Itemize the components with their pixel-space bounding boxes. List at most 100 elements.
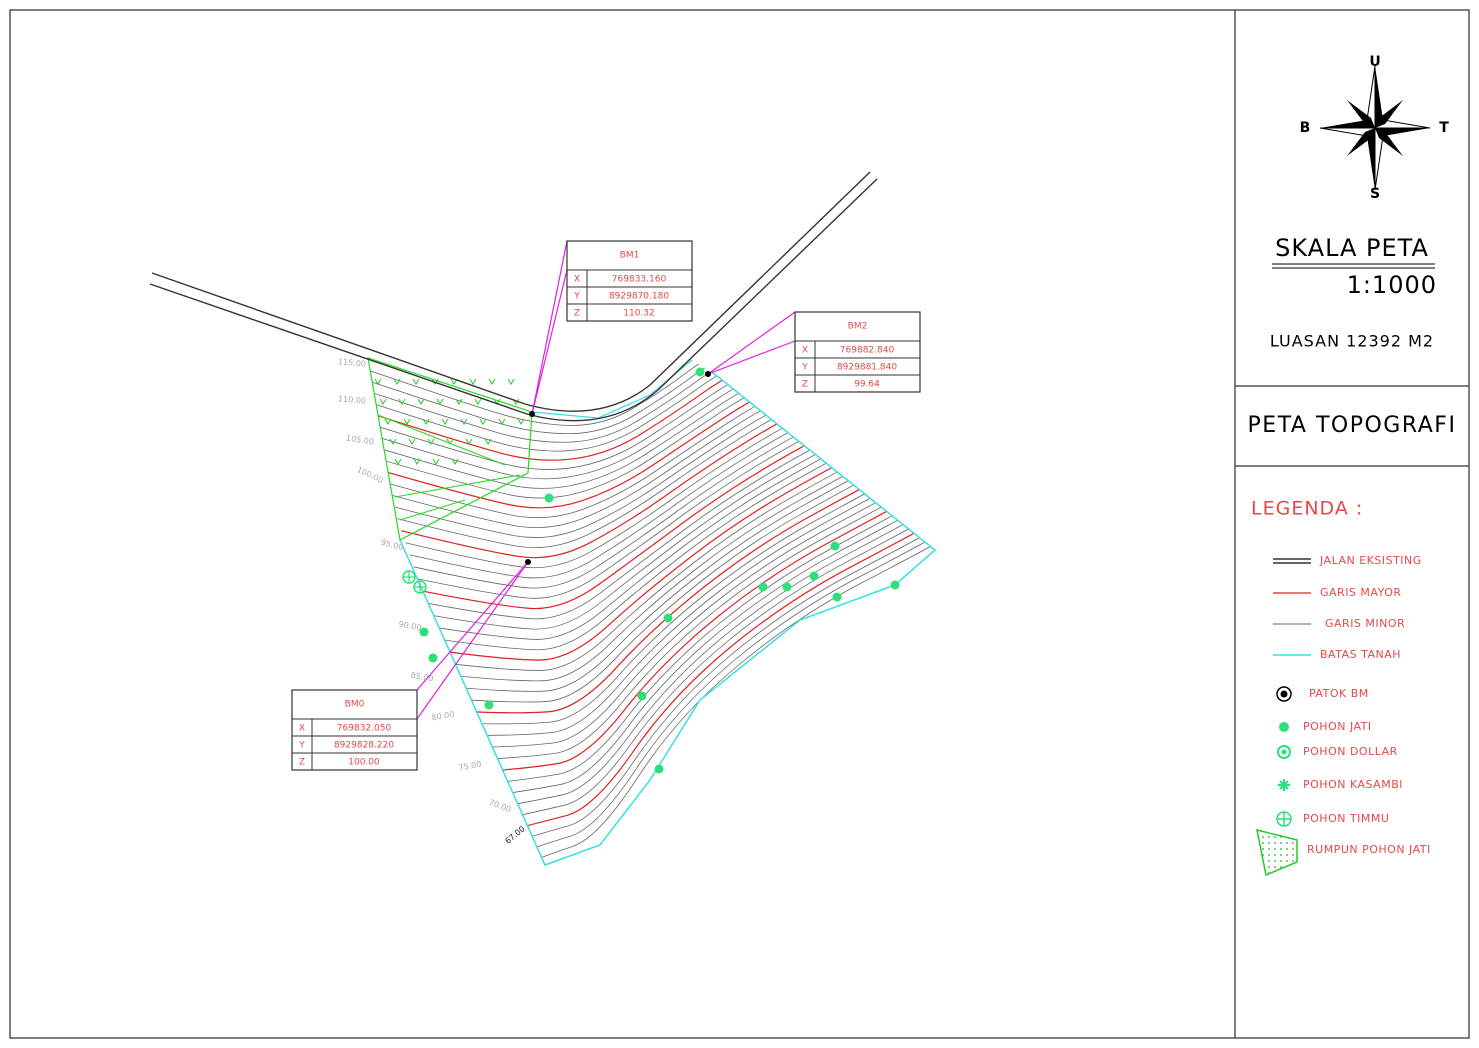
bm-marker xyxy=(705,371,711,377)
bm-table xyxy=(794,311,921,393)
minor-contour xyxy=(384,377,818,519)
compass-east: T xyxy=(1439,120,1449,136)
minor-contour xyxy=(393,385,829,538)
bm-axis: Z xyxy=(574,309,580,319)
rumpun-line xyxy=(399,499,466,521)
rumpun-mark xyxy=(384,418,392,425)
road-line xyxy=(149,178,878,422)
minor-contour xyxy=(495,493,935,809)
rumpun-mark xyxy=(431,378,439,385)
rumpun-mark xyxy=(517,418,525,425)
compass-south: S xyxy=(1370,186,1380,202)
legend-symbol xyxy=(1279,722,1289,732)
compass-arm xyxy=(1375,128,1403,156)
minor-contour xyxy=(388,381,823,528)
bm-table xyxy=(291,689,418,771)
bm-axis: Y xyxy=(801,363,808,373)
legend-label: POHON TIMMU xyxy=(1303,812,1389,825)
bm-value: 769833.160 xyxy=(612,275,667,285)
compass-arm xyxy=(1320,120,1375,128)
rumpun-mark xyxy=(398,398,406,405)
bm-axis: Z xyxy=(299,758,305,768)
rumpun-mark xyxy=(479,418,487,425)
minor-contour xyxy=(487,485,935,785)
minor-contour xyxy=(405,398,844,569)
leader-line xyxy=(707,340,796,375)
rumpun-mark xyxy=(451,458,459,465)
rumpun-mark xyxy=(374,378,382,385)
tree-symbol xyxy=(419,627,429,637)
legend-label: JALAN EKSISTING xyxy=(1319,554,1422,567)
tree-symbol xyxy=(832,592,842,602)
minor-contour xyxy=(368,358,776,443)
rumpun-mark xyxy=(412,378,420,385)
leader-line xyxy=(531,269,568,415)
tree-symbol xyxy=(428,653,438,663)
rumpun-mark xyxy=(446,438,454,445)
leader-line xyxy=(531,240,568,415)
legend-symbol xyxy=(1256,828,1298,877)
minor-contour xyxy=(474,472,933,748)
minor-contour xyxy=(397,390,834,548)
minor-contour xyxy=(454,450,907,692)
minor-contour xyxy=(479,476,935,760)
tree-symbol xyxy=(637,691,647,701)
bm-value: 8929828.220 xyxy=(334,741,394,751)
bm-name: BM2 xyxy=(848,322,868,332)
major-contour xyxy=(421,415,865,610)
benchmark-group: BM1 X 769833.160 Y 8929870.180 Z 110.32 BM2 X 769… xyxy=(291,240,921,771)
minor-contour xyxy=(466,463,923,725)
bm-value: 110.32 xyxy=(623,309,655,319)
minor-contour xyxy=(409,403,850,579)
contour-label: 85.00 xyxy=(410,671,434,684)
bm-value: 100.00 xyxy=(348,758,380,768)
compass-arm xyxy=(1375,128,1430,136)
bm-axis: Y xyxy=(573,292,580,302)
bm-table xyxy=(566,240,693,322)
major-contour xyxy=(380,372,813,509)
tree-symbol xyxy=(403,571,415,583)
major-contour xyxy=(442,437,891,661)
minor-contour xyxy=(438,433,886,651)
minor-contour xyxy=(376,368,808,499)
rumpun-mark xyxy=(417,398,425,405)
legend-symbol xyxy=(1278,779,1290,791)
bm-axis: X xyxy=(802,346,808,356)
minor-contour xyxy=(499,498,935,821)
compass-arm xyxy=(1375,100,1403,128)
tree-group xyxy=(402,367,900,774)
bm-value: 769832.050 xyxy=(337,724,392,734)
compass-arm xyxy=(1347,128,1375,156)
minor-contour xyxy=(458,454,912,703)
rumpun-mark xyxy=(441,418,449,425)
major-contour xyxy=(401,394,839,559)
legend: JALAN EKSISTING GARIS MAYOR GARIS MINOR BAT… xyxy=(1256,554,1430,877)
minor-contour xyxy=(372,364,802,489)
legend-symbol xyxy=(1281,749,1287,755)
legend-label: POHON KASAMBI xyxy=(1303,778,1403,791)
bm-value: 769882.840 xyxy=(840,346,895,356)
tree-symbol xyxy=(830,541,840,551)
land-boundary xyxy=(399,371,937,866)
legend-label: PATOK BM xyxy=(1309,687,1369,700)
minor-contour xyxy=(507,506,935,845)
minor-contour xyxy=(368,359,797,480)
contour-group xyxy=(368,358,935,865)
minor-contour xyxy=(425,420,870,620)
tree-symbol xyxy=(809,571,819,581)
compass-arm xyxy=(1375,66,1383,128)
bm-value: 8929870.180 xyxy=(609,292,669,302)
area-text: LUASAN 12392 M2 xyxy=(1270,332,1434,351)
legend-symbol xyxy=(1277,812,1291,826)
rumpun-mark xyxy=(432,458,440,465)
rumpun-mark xyxy=(465,438,473,445)
compass-north: U xyxy=(1369,54,1380,70)
minor-contour xyxy=(417,411,860,599)
bm-axis: Z xyxy=(802,380,808,390)
rumpun-mark xyxy=(507,378,515,385)
rumpun-mark xyxy=(389,438,397,445)
legend-label: BATAS TANAH xyxy=(1320,648,1401,661)
legend-label: GARIS MAYOR xyxy=(1320,586,1402,599)
rumpun-mark xyxy=(498,418,506,425)
